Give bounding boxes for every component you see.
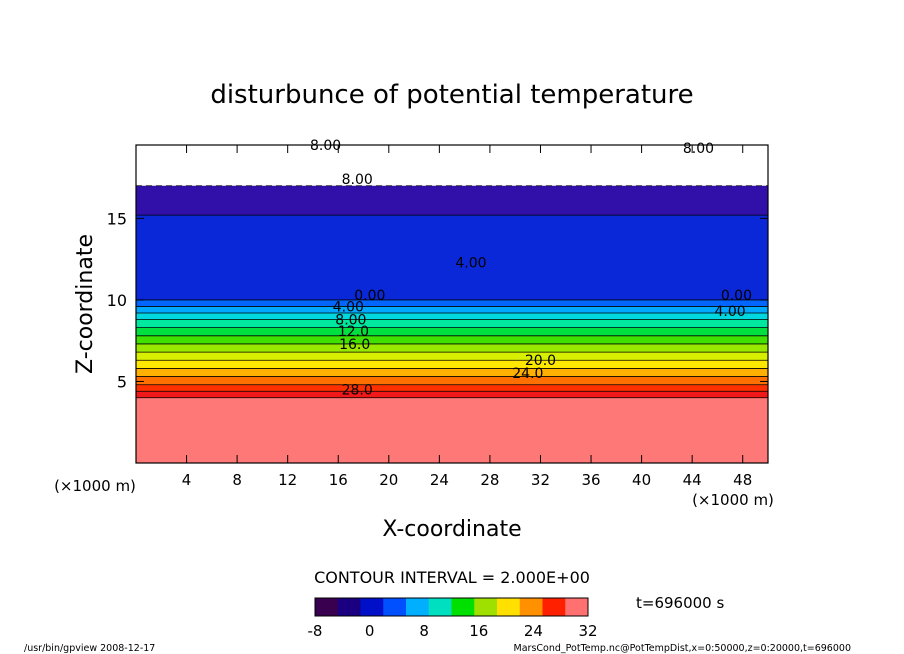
contour-band-8 [136, 343, 768, 353]
contour-label-9: 20.0 [525, 353, 556, 369]
y-tick-label-1: 10 [107, 291, 127, 310]
contour-label-8: 16.0 [339, 337, 370, 353]
contour-band-4 [136, 312, 768, 320]
contour-label-10: 24.0 [512, 366, 543, 382]
footer-right: MarsCond_PotTemp.nc@PotTempDist,x=0:5000… [514, 643, 851, 654]
colorbar-tick-label-4: 24 [524, 622, 543, 640]
x-tick-label-7: 32 [531, 471, 550, 489]
x-tick-label-10: 44 [683, 471, 702, 489]
colorbar-segment-3 [383, 598, 407, 616]
colorbar-tick-label-2: 8 [419, 622, 429, 640]
contour-band-12 [136, 376, 768, 385]
x-tick-label-11: 48 [733, 471, 752, 489]
colorbar-tick-label-5: 32 [578, 622, 597, 640]
contour-band-6 [136, 327, 768, 336]
colorbar-segment-5 [428, 598, 452, 616]
x-tick-label-2: 12 [278, 471, 297, 489]
x-unit-left: (×1000 m) [54, 477, 136, 495]
colorbar-tick-labels: -8 0 8 16 24 32 [308, 622, 598, 640]
y-tick-label-2: 15 [107, 209, 127, 228]
contour-label-4: 0.00 [354, 288, 385, 304]
y-tick-label-0: 5 [117, 372, 127, 391]
colorbar-segment-10 [542, 598, 566, 616]
x-unit-right: (×1000 m) [692, 491, 774, 509]
y-axis-ticks: 5 10 15 [107, 209, 768, 391]
x-tick-label-3: 16 [329, 471, 348, 489]
colorbar-tick-label-1: 0 [365, 622, 375, 640]
colorbar-segment-6 [451, 598, 475, 616]
contour-band-10 [136, 360, 768, 369]
plot-area: 8.008.00 8.004.000.004.008.0012.016.020.0… [135, 138, 769, 464]
contour-label-3: 4.00 [455, 255, 486, 271]
colorbar-segment-0 [315, 598, 339, 616]
x-tick-label-8: 36 [581, 471, 600, 489]
colorbar-frame [314, 597, 589, 617]
x-tick-label-9: 40 [632, 471, 651, 489]
x-tick-label-6: 28 [480, 471, 499, 489]
colorbar-tick-label-0: -8 [308, 622, 323, 640]
color-bands [136, 185, 768, 463]
contour-label-2: 8.00 [683, 141, 714, 157]
contour-band-2 [136, 299, 768, 307]
contour-band-7 [136, 335, 768, 344]
contour-label-13: 4.00 [714, 304, 745, 320]
colorbar-segment-2 [360, 598, 384, 616]
contour-label-0: 8.00 [342, 172, 373, 188]
colorbar-segment-1 [337, 598, 361, 616]
colorbar-tick-label-3: 16 [469, 622, 488, 640]
plot-frame [135, 144, 769, 464]
x-tick-label-1: 8 [232, 471, 242, 489]
contour-label-5: 4.00 [333, 299, 364, 315]
footer-left: /usr/bin/gpview 2008-12-17 [24, 643, 155, 654]
contour-band-5 [136, 319, 768, 328]
x-tick-label-0: 4 [182, 471, 192, 489]
y-axis-label: Z-coordinate [73, 234, 98, 374]
contour-band-14 [136, 391, 768, 398]
contour-band-9 [136, 352, 768, 361]
contour-band-3 [136, 306, 768, 313]
contour-label-11: 28.0 [342, 383, 373, 399]
contour-band-15 [136, 397, 768, 463]
x-tick-label-4: 20 [379, 471, 398, 489]
contour-interval-text: CONTOUR INTERVAL = 2.000E+00 [314, 568, 590, 587]
colorbar-segment-7 [474, 598, 498, 616]
contour-label-7: 12.0 [338, 324, 369, 340]
contour-band-0 [136, 185, 768, 216]
colorbar-segment-11 [565, 598, 589, 616]
contour-band-11 [136, 368, 768, 377]
contour-band-1 [136, 215, 768, 300]
contour-label-12: 0.00 [721, 288, 752, 304]
contour-band-13 [136, 384, 768, 392]
x-axis-label: X-coordinate [382, 517, 521, 542]
time-text: t=696000 s [636, 594, 724, 612]
x-axis-ticks: 4 8 12 16 20 24 28 32 36 40 44 48 [182, 145, 752, 489]
colorbar-segment-8 [497, 598, 521, 616]
chart-title: disturbunce of potential temperature [210, 80, 693, 110]
colorbar-segment-4 [406, 598, 430, 616]
colorbar-segment-9 [519, 598, 543, 616]
contour-lines [136, 185, 768, 399]
colorbar [314, 597, 589, 617]
contour-label-1: 8.00 [310, 138, 341, 154]
x-tick-label-5: 24 [430, 471, 449, 489]
contour-label-6: 8.00 [335, 312, 366, 328]
